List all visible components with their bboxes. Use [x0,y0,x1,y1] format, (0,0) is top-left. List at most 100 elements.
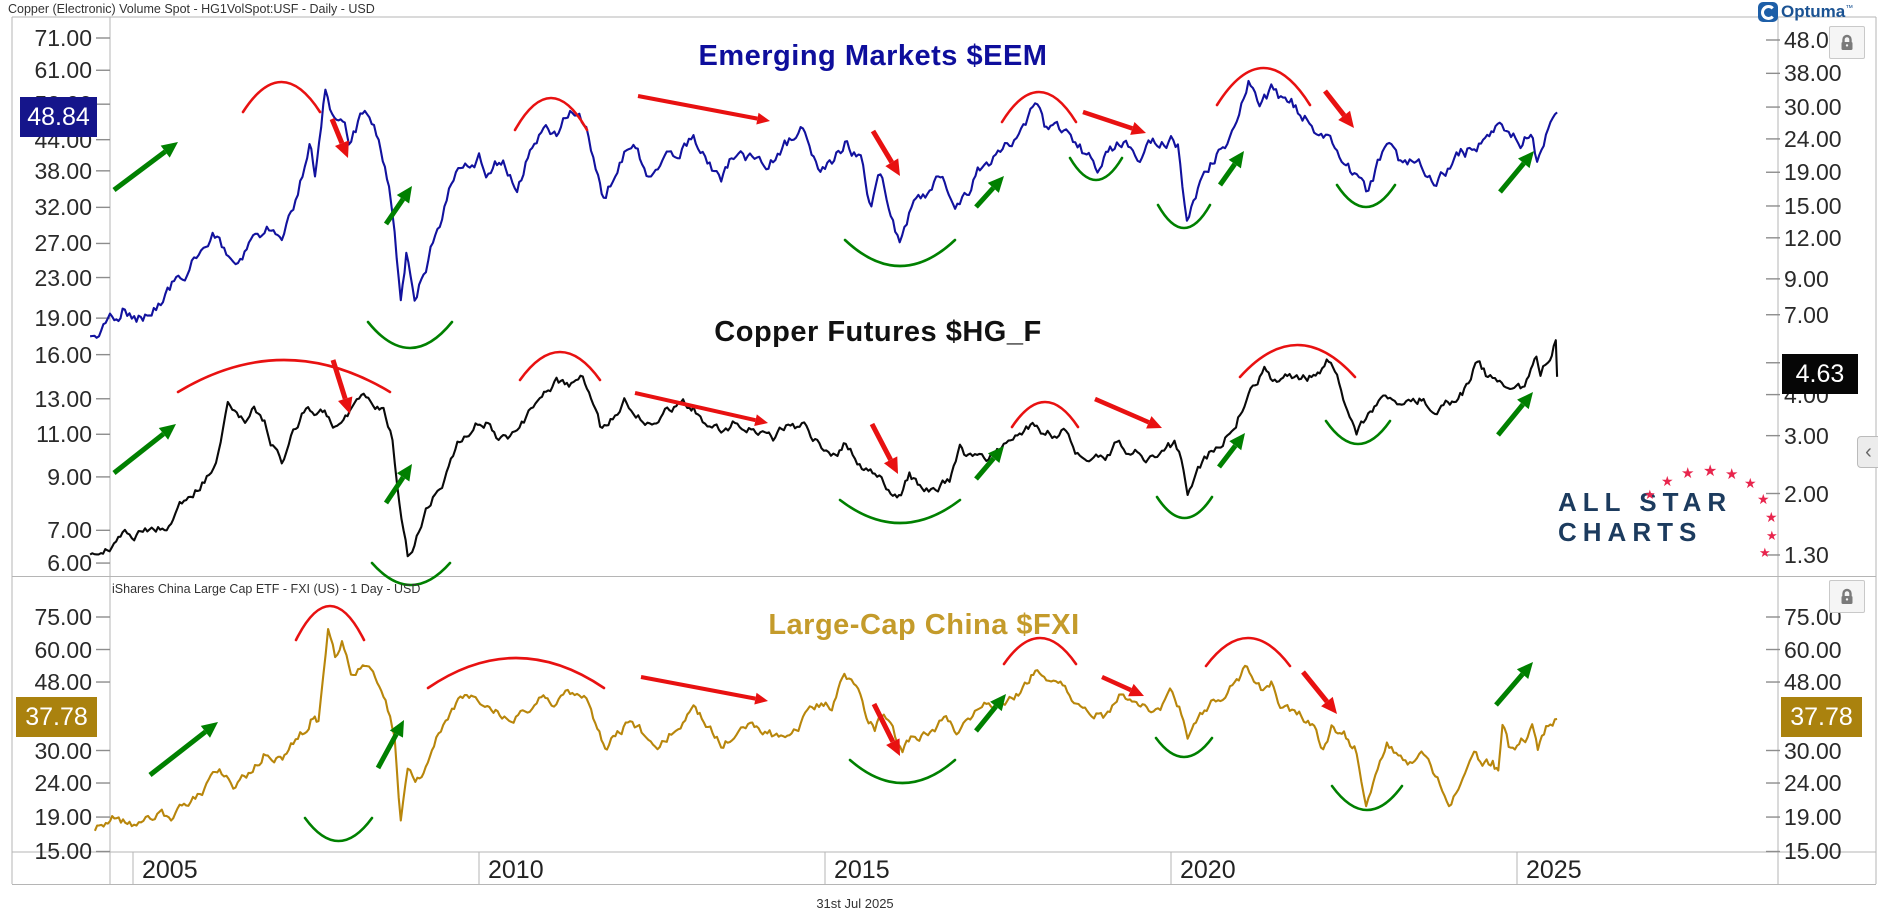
y-axis-left-bottom[interactable]: 75.00 60.00 48.00 30.00 24.00 19.00 15.00 [0,0,110,864]
lock-icon [1841,34,1853,50]
down-arrow-annotation [870,129,894,164]
x-axis-year-label: 2005 [142,856,198,884]
down-arrow-annotation [1301,670,1329,704]
scale-lock-button-top[interactable] [1829,26,1865,59]
bottom-arc-annotation [1156,203,1212,230]
optuma-logo-text: Optuma [1781,2,1846,21]
y-axis-tick-label: 19.00 [34,305,92,332]
y-axis-tick-label: 60.00 [1784,636,1842,663]
arrowhead-icon [1338,110,1354,128]
top-arc-annotation [294,604,366,642]
star-icon: ★ [1766,528,1778,543]
series-title-eem: Emerging Markets $EEM [698,40,1048,72]
down-arrow-annotation [330,359,348,400]
star-icon: ★ [1661,473,1674,489]
bottom-arc-annotation [370,561,452,587]
arrowhead-icon [885,158,900,176]
bottom-arc-annotation [1068,156,1124,182]
price-line-eem [89,79,1558,339]
lock-icon [1841,588,1853,604]
y-axis-tick-label: 6.00 [47,550,92,577]
up-arrow-annotation [383,197,406,226]
y-axis-tick-label: 48.00 [1784,669,1842,696]
panel-collapse-button[interactable]: ‹ [1857,436,1878,468]
arrowhead-icon [1516,662,1533,680]
arrowhead-icon [1518,151,1534,169]
y-axis-tick-label: 13.00 [34,385,92,412]
y-axis-tick-label: 27.00 [34,230,92,257]
down-arrow-annotation [634,391,756,423]
y-axis-tick-label: 9.00 [1784,265,1829,292]
up-arrow-annotation [383,475,406,505]
y-axis-tick-label: 15.00 [34,838,92,865]
price-line-fxi [93,627,1558,832]
up-arrow-annotation [1498,161,1526,194]
arrowhead-icon [754,692,768,705]
arrowhead-icon [987,176,1004,193]
y-axis-tick-label: 75.00 [34,604,92,630]
top-chart-panel[interactable] [110,17,1778,576]
series-title-fxi: Large-Cap China $FXI [768,609,1080,641]
arrowhead-icon [754,414,768,427]
y-axis-tick-label: 15.00 [1784,838,1842,865]
bottom-arc-annotation [366,320,454,350]
y-axis-tick-label: 38.00 [34,157,92,184]
y-axis-tick-label: 19.00 [34,804,92,831]
arrowhead-icon [1146,416,1162,429]
up-arrow-annotation [112,431,165,475]
arrowhead-icon [883,456,898,474]
scale-lock-button-bottom[interactable] [1829,580,1865,613]
y-axis-tick-label: 19.00 [1784,159,1842,186]
y-axis-tick-label: 7.00 [1784,301,1829,328]
down-arrow-annotation [1323,89,1347,117]
x-axis-year-label: 2025 [1526,856,1582,884]
allstarcharts-watermark: ALL STAR CHARTS ★ ★ ★ ★ ★ ★ ★ ★ ★ ★ [1548,455,1778,565]
down-arrow-annotation [869,422,893,461]
arrowhead-icon [1517,392,1533,410]
y-axis-tick-label: 30.00 [1784,94,1842,121]
y-axis-tick-label: 12.00 [1784,224,1842,251]
arrowhead-icon [389,720,404,738]
up-arrow-annotation [148,729,207,777]
optuma-logo-icon [1758,2,1778,22]
top-arc-annotation [176,358,392,394]
y-axis-tick-label: 60.00 [34,636,92,663]
arrowhead-icon [396,186,412,204]
y-axis-tick-label: 1.30 [1784,541,1829,568]
down-arrow-annotation [637,94,758,121]
arrowhead-icon [200,722,218,738]
star-icon: ★ [1703,463,1718,480]
watermark-text-line1: ALL STAR [1558,487,1733,517]
up-arrow-annotation [1494,672,1525,707]
y-axis-tick-label: 24.00 [1784,125,1842,152]
y-axis-tick-label: 48.00 [34,669,92,696]
arrowhead-icon [990,694,1006,712]
bottom-arc-annotation [303,816,374,843]
y-axis-tick-label: 71.00 [34,25,92,51]
star-icon: ★ [1759,545,1771,560]
cursor-date-label: 31st Jul 2025 [816,896,894,911]
y-axis-tick-label: 15.00 [1784,192,1842,219]
bottom-arc-annotation [843,238,957,268]
y-axis-right-bottom[interactable]: 75.00 60.00 48.00 30.00 24.00 19.00 15.00 [1778,0,1878,864]
y-axis-tick-label: 24.00 [1784,770,1842,796]
y-axis-tick-label: 24.00 [34,770,92,796]
y-axis-tick-label: 19.00 [1784,804,1842,831]
top-arc-annotation [426,656,606,690]
price-line-hg_f [89,339,1559,558]
down-arrow-annotation [1094,396,1150,425]
bottom-arc-annotation [1155,495,1214,520]
y-axis-tick-label: 23.00 [34,264,92,291]
arrowhead-icon [1228,151,1244,169]
y-axis-tick-label: 32.00 [34,194,92,221]
arrowhead-icon [396,464,412,482]
x-axis-band[interactable]: 2005 2010 2015 2020 2025 [0,852,1878,884]
down-arrow-annotation [1101,674,1132,693]
top-arc-annotation [1204,636,1292,668]
up-arrow-annotation [112,149,167,193]
y-axis-tick-label: 7.00 [47,517,92,544]
last-price-badge-copper: 4.63 [1782,354,1858,394]
star-icon: ★ [1681,465,1695,482]
